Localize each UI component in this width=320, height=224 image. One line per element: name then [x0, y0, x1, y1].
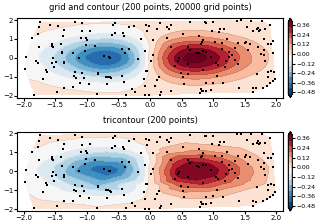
Title: tricontour (200 points): tricontour (200 points)	[102, 116, 197, 125]
Title: grid and contour (200 points, 20000 grid points): grid and contour (200 points, 20000 grid…	[49, 3, 252, 12]
PathPatch shape	[288, 18, 292, 22]
PathPatch shape	[288, 94, 292, 98]
PathPatch shape	[288, 131, 292, 135]
PathPatch shape	[288, 207, 292, 211]
